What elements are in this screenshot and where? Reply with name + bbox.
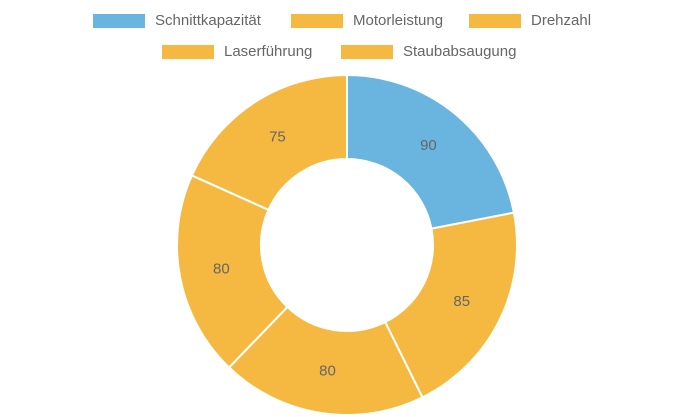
legend-label[interactable]: Motorleistung bbox=[353, 12, 443, 29]
slice[interactable] bbox=[346, 73, 516, 230]
slice-label: 80 bbox=[319, 362, 336, 379]
legend-swatch[interactable] bbox=[93, 14, 145, 28]
slice-label: 75 bbox=[269, 129, 286, 146]
legend-swatch[interactable] bbox=[162, 45, 214, 59]
legend-label[interactable]: Staubabsaugung bbox=[403, 43, 516, 60]
slice[interactable] bbox=[176, 174, 289, 369]
legend-swatch[interactable] bbox=[291, 14, 343, 28]
legend-swatch[interactable] bbox=[469, 14, 521, 28]
legend-label[interactable]: Drehzahl bbox=[531, 12, 591, 29]
slice[interactable] bbox=[383, 211, 518, 399]
legend-label[interactable]: Schnittkapazität bbox=[155, 12, 262, 29]
slice-label: 85 bbox=[453, 293, 470, 310]
slice-label: 80 bbox=[213, 260, 230, 277]
slice[interactable] bbox=[190, 73, 348, 212]
slice-label: 90 bbox=[420, 137, 437, 154]
legend-label[interactable]: Laserführung bbox=[224, 43, 312, 60]
slice[interactable] bbox=[227, 305, 424, 416]
legend-swatch[interactable] bbox=[341, 45, 393, 59]
